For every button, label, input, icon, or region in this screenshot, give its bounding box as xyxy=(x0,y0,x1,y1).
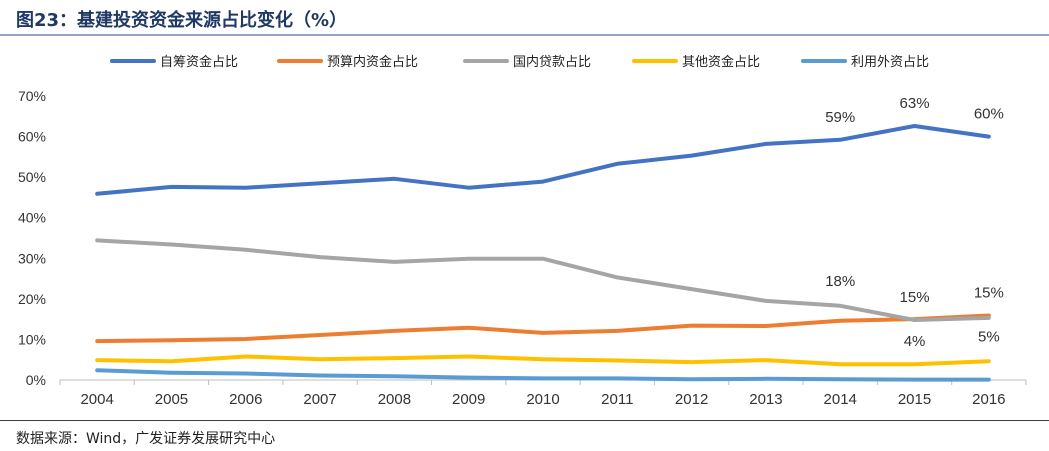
x-tick-label: 2008 xyxy=(378,391,411,408)
x-tick-label: 2016 xyxy=(972,391,1005,408)
y-tick-label: 70% xyxy=(18,88,46,104)
source-note: 数据来源：Wind，广发证券发展研究中心 xyxy=(16,431,276,447)
legend-label: 自筹资金占比 xyxy=(160,54,238,69)
legend-label: 预算内资金占比 xyxy=(327,54,418,69)
legend-label: 利用外资占比 xyxy=(851,54,929,69)
data-label: 5% xyxy=(978,328,1000,345)
y-tick-label: 20% xyxy=(18,291,46,307)
x-axis: 2004 2005 2006 2007 2008 2009 2010 2011 2012 2013… xyxy=(59,379,1027,408)
x-tick-label: 2007 xyxy=(303,391,336,408)
y-tick-label: 60% xyxy=(18,129,46,145)
data-label: 18% xyxy=(825,273,855,290)
x-tick-label: 2009 xyxy=(452,391,485,408)
chart-title: 图23：基建投资资金来源占比变化（%） xyxy=(16,10,348,31)
series-line-1 xyxy=(95,124,991,196)
data-labels: 59% 63% 60% 18% 15% 15% 4% 5% xyxy=(825,95,1004,350)
x-tick-label: 2004 xyxy=(80,391,113,408)
y-tick-label: 50% xyxy=(18,169,46,185)
chart-legend: 自筹资金占比 预算内资金占比 国内贷款占比 其他资金占比 利用外资占比 xyxy=(110,54,929,69)
y-axis: 0% 10% 20% 30% 40% 50% 60% 70% xyxy=(18,88,46,388)
series-line-2 xyxy=(95,313,991,344)
x-tick-label: 2015 xyxy=(898,391,931,408)
data-label: 15% xyxy=(900,289,930,306)
x-tick-label: 2010 xyxy=(526,391,559,408)
footer-divider xyxy=(0,420,1049,421)
data-label: 60% xyxy=(974,106,1004,123)
data-label: 15% xyxy=(974,284,1004,301)
series-line-5 xyxy=(95,368,991,382)
series-lines xyxy=(95,124,991,382)
data-label: 63% xyxy=(900,95,930,112)
line-chart: 自筹资金占比 预算内资金占比 国内贷款占比 其他资金占比 利用外资占比 0% 10% 20%… xyxy=(18,54,1027,408)
series-line-3 xyxy=(95,238,991,322)
x-tick-label: 2005 xyxy=(155,391,188,408)
legend-label: 国内贷款占比 xyxy=(513,54,591,69)
y-tick-label: 30% xyxy=(18,250,46,266)
legend-label: 其他资金占比 xyxy=(682,54,760,69)
y-tick-label: 0% xyxy=(26,372,46,388)
series-line-4 xyxy=(95,354,991,367)
y-tick-label: 40% xyxy=(18,210,46,226)
x-tick-label: 2014 xyxy=(824,391,857,408)
title-divider xyxy=(0,34,1049,36)
x-tick-label: 2012 xyxy=(675,391,708,408)
data-label: 59% xyxy=(825,109,855,126)
x-tick-label: 2011 xyxy=(601,391,633,408)
y-tick-label: 10% xyxy=(18,331,46,347)
x-tick-label: 2013 xyxy=(749,391,782,408)
data-label: 4% xyxy=(904,333,926,350)
x-tick-label: 2006 xyxy=(229,391,262,408)
